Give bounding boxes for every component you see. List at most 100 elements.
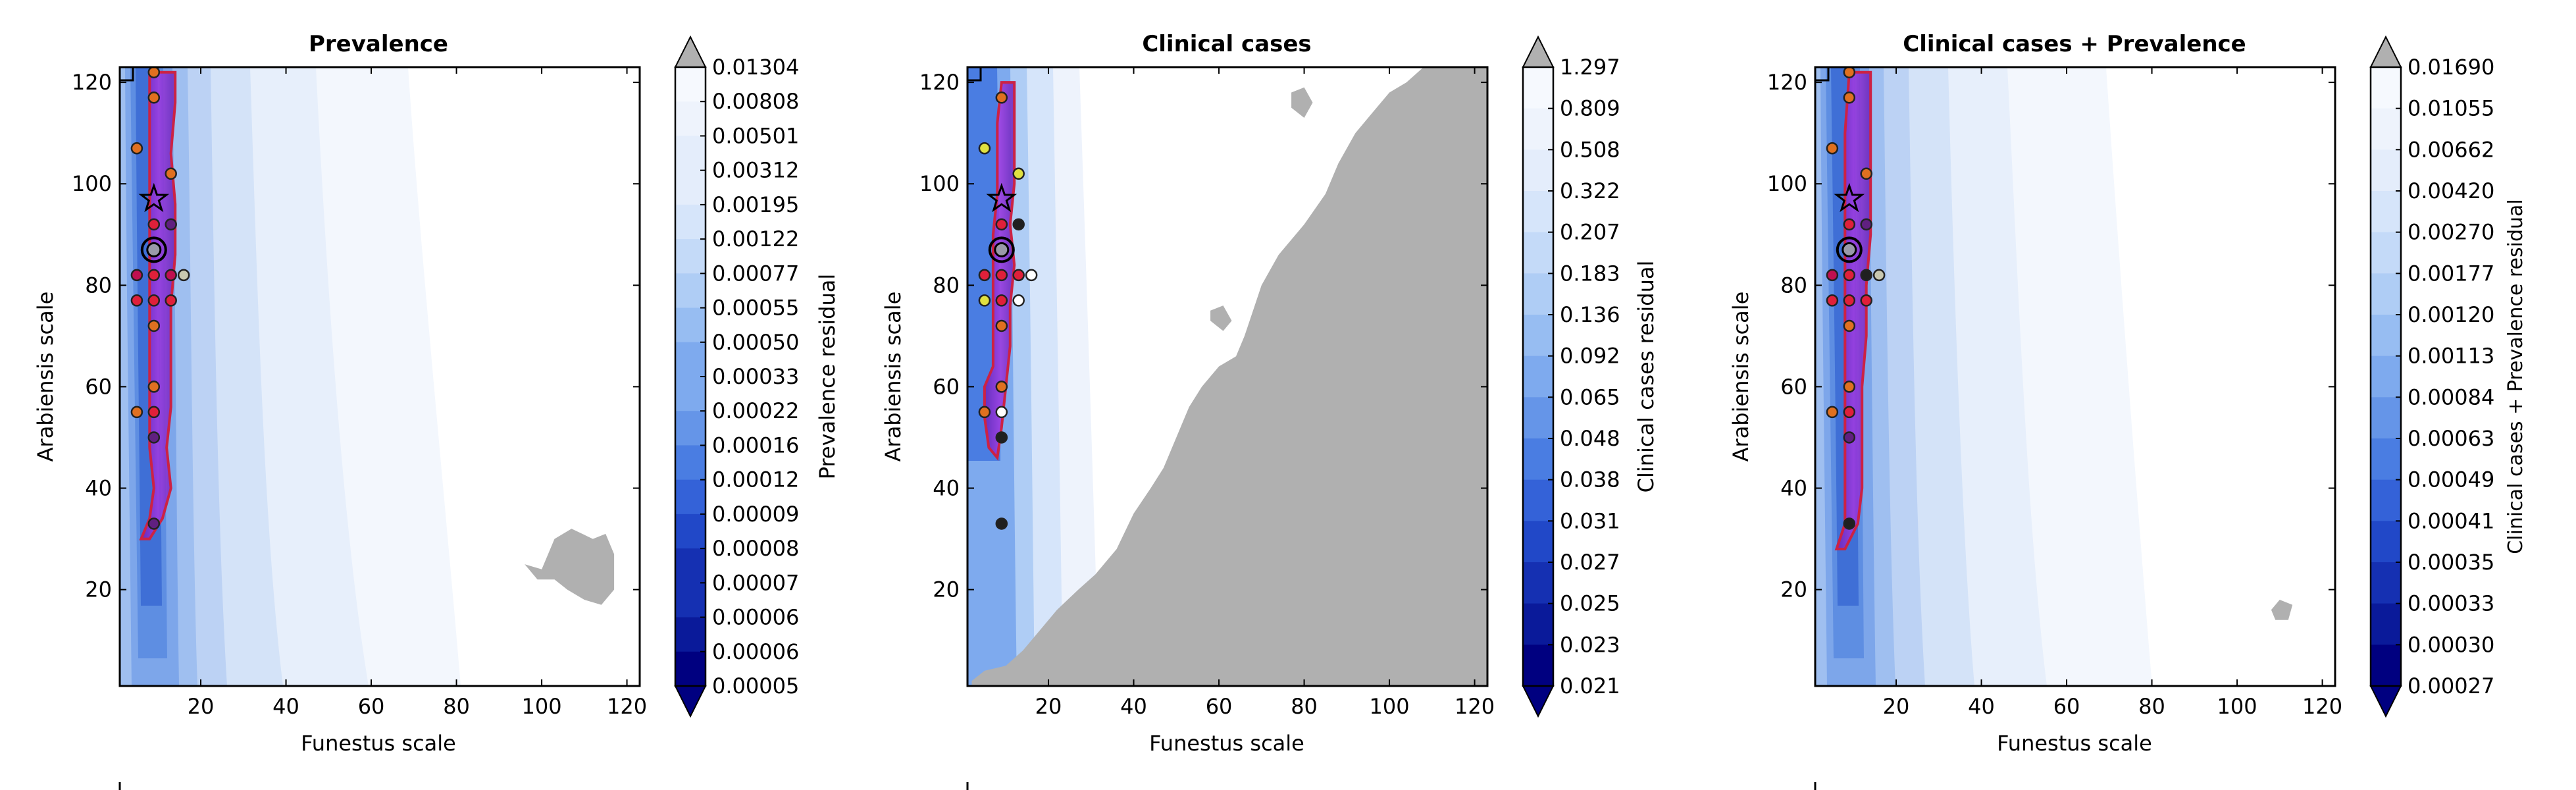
x-axis-label: Funestus scale xyxy=(1149,731,1304,756)
colorbar-tick-label: 0.00177 xyxy=(2408,261,2494,286)
sample-point xyxy=(130,294,143,307)
colorbar-tick-label: 0.01055 xyxy=(2408,96,2494,121)
colorbar-extend-max xyxy=(674,35,707,68)
colorbar-tick-label: 0.00030 xyxy=(2408,632,2494,657)
sample-point xyxy=(1012,294,1025,307)
y-axis-label: Arabiensis scale xyxy=(1728,292,1753,462)
colorbar-tick-label: 0.508 xyxy=(1560,137,1620,162)
colorbar-band xyxy=(2371,521,2401,563)
sample-point xyxy=(147,406,161,419)
colorbar-band xyxy=(675,514,706,549)
sample-point xyxy=(1843,319,1856,332)
sample-point xyxy=(130,269,143,282)
best-fit-marker xyxy=(988,236,1015,263)
sample-point xyxy=(1843,517,1856,530)
sample-point xyxy=(130,142,143,155)
y-axis-label: Arabiensis scale xyxy=(33,292,58,462)
x-tick-label: 100 xyxy=(522,694,562,719)
star-marker xyxy=(138,182,170,213)
colorbar-band xyxy=(675,651,706,687)
y-tick-label: 60 xyxy=(85,374,112,399)
colorbar-label: Prevalence residual xyxy=(815,274,840,480)
sample-point xyxy=(1843,294,1856,307)
colorbar-tick-label: 0.00120 xyxy=(2408,302,2494,327)
sample-point xyxy=(1843,91,1856,104)
y-tick-label: 40 xyxy=(1780,476,1807,501)
grey-region xyxy=(2271,600,2293,620)
colorbar-tick-label: 0.322 xyxy=(1560,178,1620,203)
y-tick-label: 40 xyxy=(933,476,960,501)
colorbar-tick-label: 0.00033 xyxy=(712,364,799,389)
y-tick-label: 60 xyxy=(1780,374,1807,399)
y-axis: 20 40 60 80 100 120 xyxy=(1767,70,2335,602)
y-axis: 20 40 60 80 100 120 xyxy=(919,70,1487,602)
sample-point xyxy=(147,381,161,393)
colorbar-tick-label: 0.00009 xyxy=(712,502,799,527)
x-tick-label: 80 xyxy=(1291,694,1318,719)
sample-point xyxy=(995,319,1008,332)
sample-point xyxy=(147,517,161,530)
y-tick-label: 60 xyxy=(933,374,960,399)
x-axis-label: Funestus scale xyxy=(301,731,456,756)
sample-point xyxy=(165,167,177,180)
sample-point xyxy=(995,431,1008,444)
x-tick-label: 120 xyxy=(607,694,647,719)
sample-point xyxy=(147,218,161,231)
sample-point xyxy=(1025,269,1038,282)
colorbar-tick-label: 0.00012 xyxy=(712,467,799,492)
colorbar-label: Clinical cases + Prevalence residual xyxy=(2504,199,2527,554)
x-tick-label: 80 xyxy=(2138,694,2165,719)
sample-point xyxy=(1843,406,1856,419)
colorbar-band xyxy=(2371,108,2401,150)
sample-point xyxy=(995,218,1008,231)
y-tick-label: 40 xyxy=(85,476,112,501)
x-axis-label: Funestus scale xyxy=(1997,731,2152,756)
x-tick-label: 40 xyxy=(1968,694,1995,719)
colorbar-band xyxy=(2371,397,2401,439)
colorbar-band xyxy=(675,617,706,652)
sample-points xyxy=(1826,66,1886,530)
colorbar-band xyxy=(1523,645,1553,687)
colorbar-band xyxy=(675,479,706,515)
colorbar-tick-label: 0.021 xyxy=(1560,673,1620,698)
colorbar-band xyxy=(1523,397,1553,439)
sample-point xyxy=(1012,269,1025,282)
y-tick-label: 80 xyxy=(85,273,112,298)
colorbar-band xyxy=(2371,191,2401,233)
colorbar-band xyxy=(1523,479,1553,521)
x-tick-label: 60 xyxy=(358,694,385,719)
sample-point xyxy=(1012,167,1025,180)
grey-regions xyxy=(971,67,1487,686)
colorbar-band xyxy=(1523,232,1553,274)
y-axis-label: Arabiensis scale xyxy=(881,292,906,462)
sample-point xyxy=(1843,66,1856,78)
grey-region xyxy=(1325,204,1343,224)
colorbar-tick-label: 0.00008 xyxy=(712,536,799,561)
legend-fragments xyxy=(118,782,1816,790)
colorbar-tick-label: 0.00195 xyxy=(712,192,799,217)
x-tick-label: 60 xyxy=(1206,694,1233,719)
best-fit-marker-core xyxy=(1842,242,1857,257)
sample-point xyxy=(1826,406,1839,419)
panel-clinical-cases-prevalence: Clinical cases + Prevalence 20 40 60 80 100 1… xyxy=(1728,31,2527,756)
colorbar-band xyxy=(1523,67,1553,109)
sample-point xyxy=(1843,381,1856,393)
sample-point xyxy=(147,431,161,444)
colorbar-extend-min xyxy=(674,685,707,718)
grey-regions xyxy=(2271,600,2293,620)
sample-point xyxy=(1826,294,1839,307)
colorbar-band xyxy=(675,204,706,240)
colorbar-band xyxy=(1523,315,1553,357)
colorbar-tick-label: 0.00006 xyxy=(712,639,799,664)
sample-points xyxy=(978,91,1038,530)
sample-point xyxy=(147,294,161,307)
colorbar-band xyxy=(2371,356,2401,398)
contour-field xyxy=(120,67,640,686)
sample-point xyxy=(978,269,991,282)
sample-point xyxy=(978,406,991,419)
colorbar-tick-label: 0.00808 xyxy=(712,89,799,114)
best-fit-region xyxy=(1834,70,1872,550)
sample-point xyxy=(1872,269,1886,282)
colorbar-extend-max xyxy=(1522,35,1555,68)
star-marker xyxy=(986,182,1018,213)
